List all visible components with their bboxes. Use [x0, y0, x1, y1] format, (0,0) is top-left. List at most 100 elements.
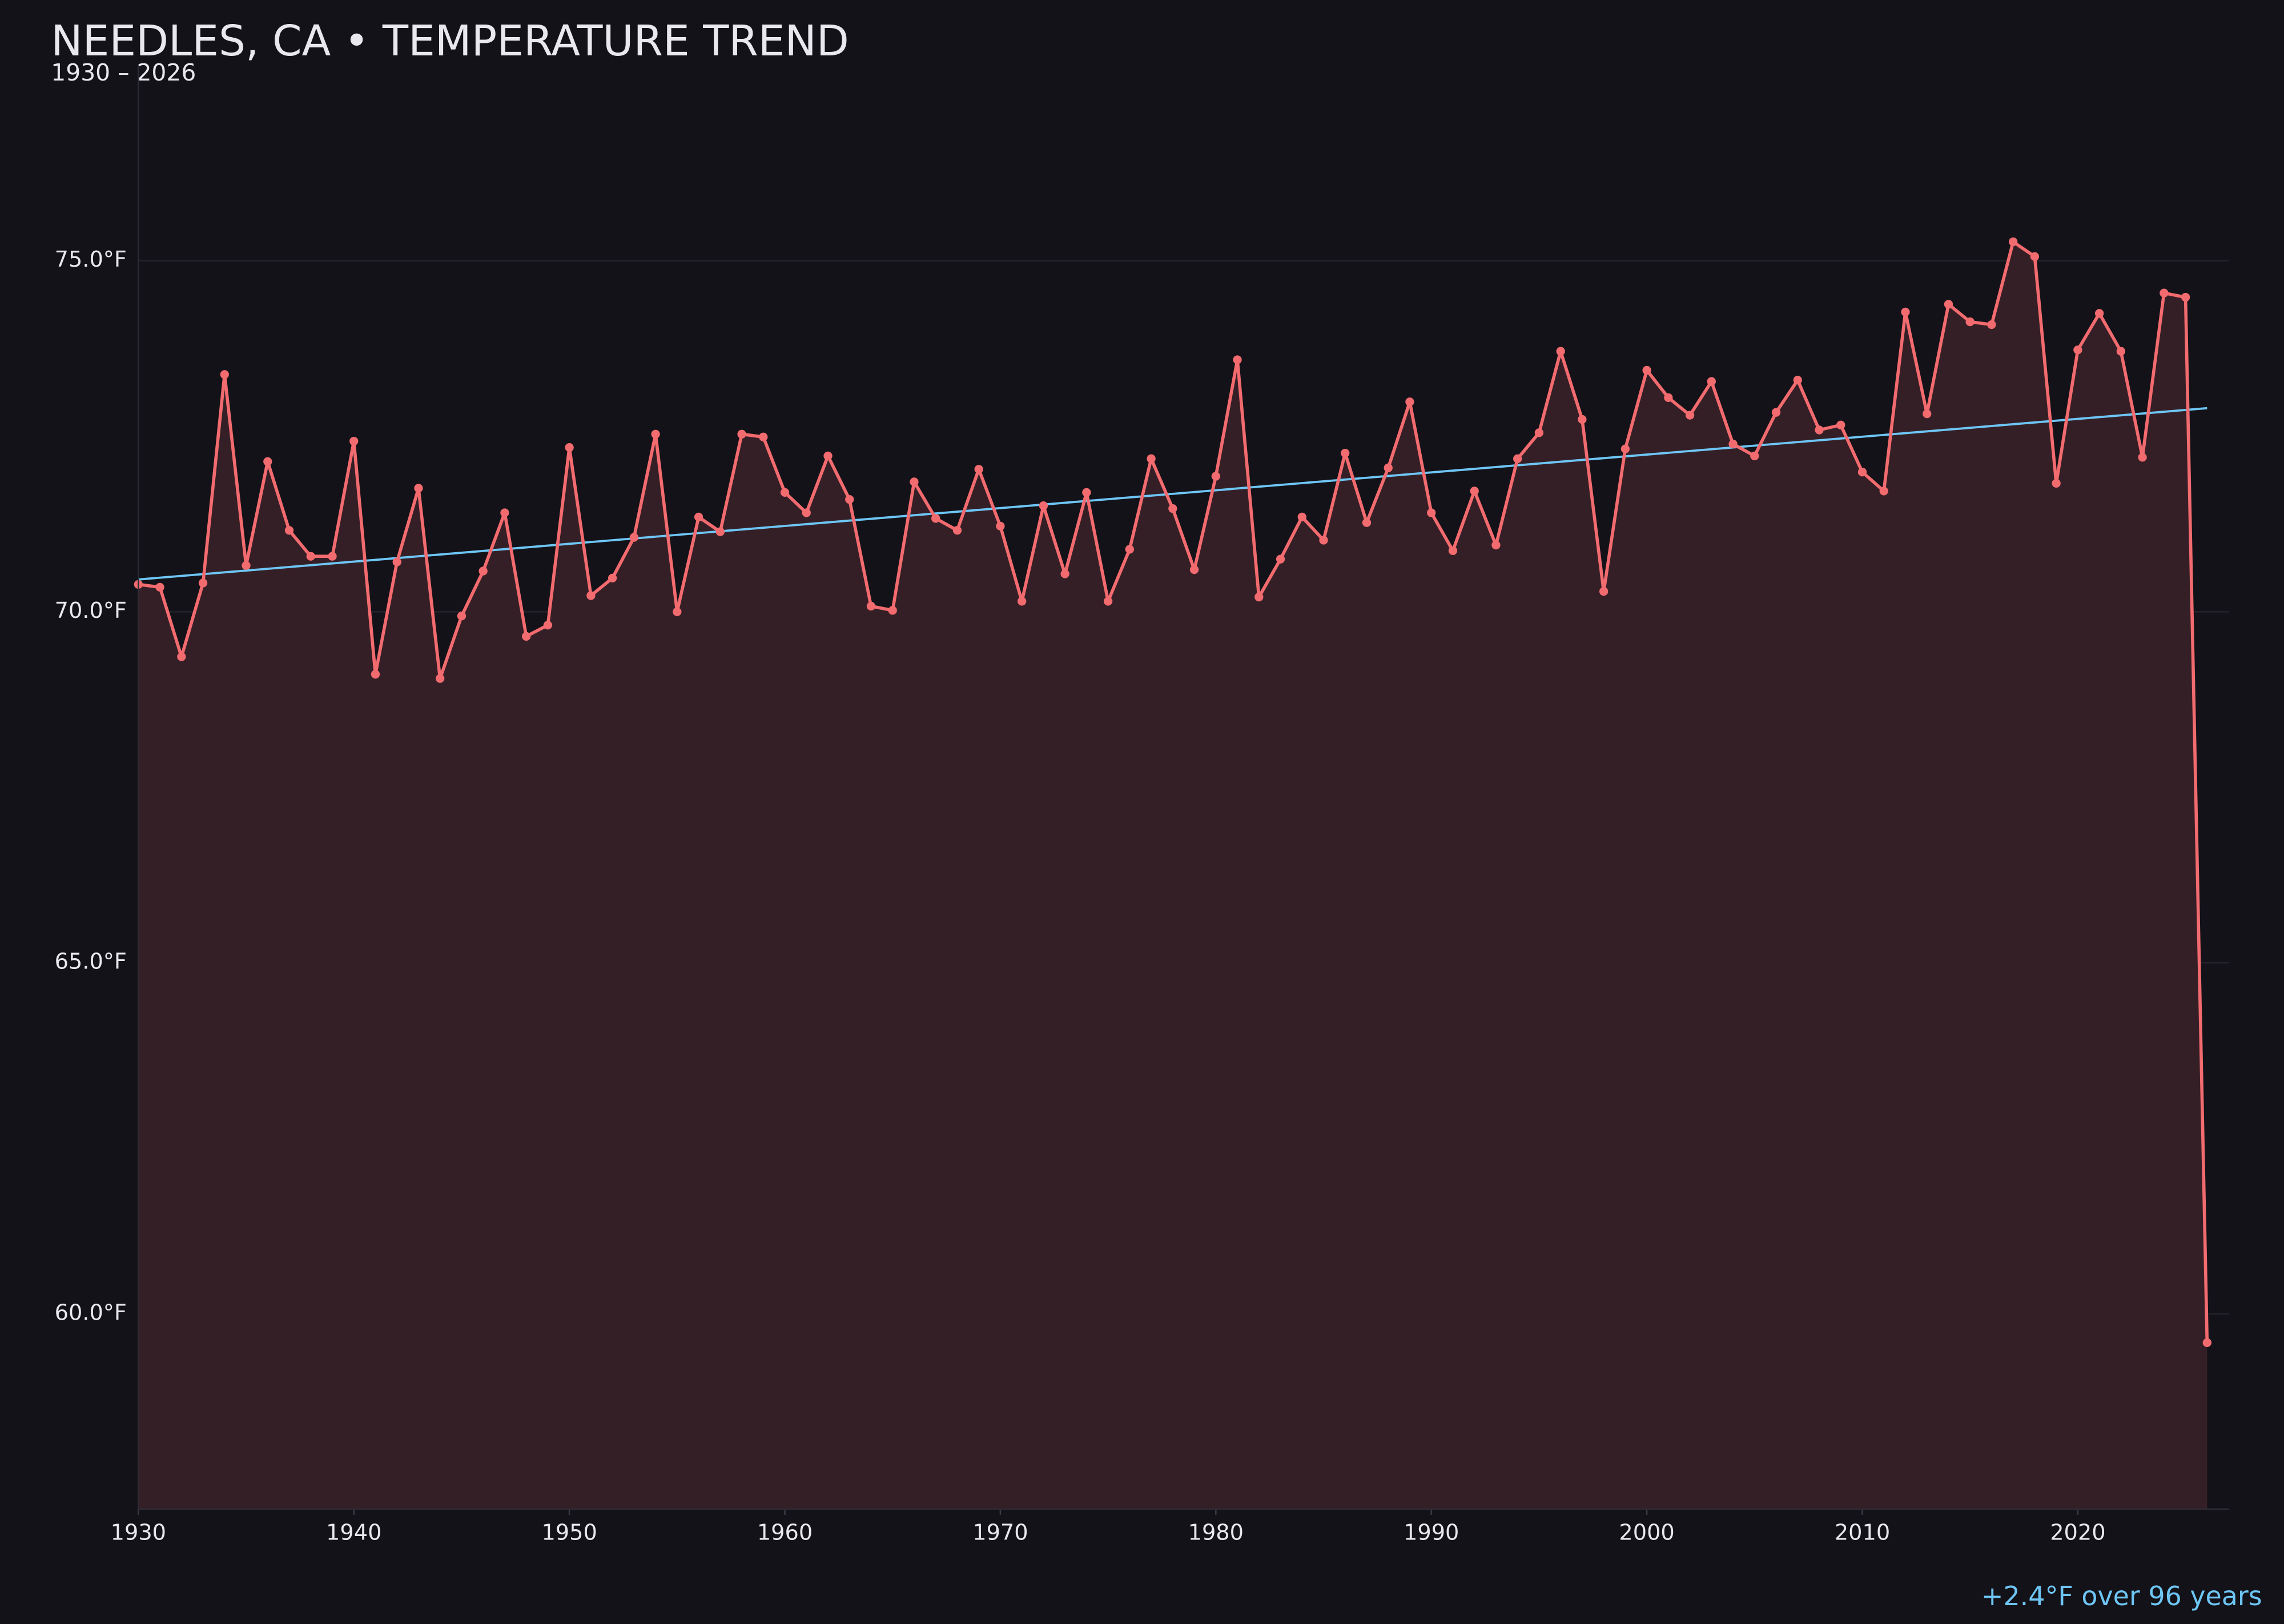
x-tick-label: 2000: [1619, 1520, 1674, 1546]
point: [414, 484, 423, 493]
point: [2202, 1338, 2211, 1347]
point: [780, 488, 790, 497]
point: [1254, 592, 1264, 602]
point: [1664, 393, 1673, 403]
point: [2030, 252, 2040, 261]
point: [1082, 488, 1091, 497]
point: [1965, 317, 1975, 327]
area: [138, 242, 2207, 1509]
y-tick-label: 65.0°F: [55, 949, 127, 975]
point: [1060, 569, 1069, 578]
point: [220, 370, 229, 379]
point: [457, 612, 467, 621]
point: [1857, 468, 1867, 477]
point: [306, 552, 315, 561]
point: [1987, 320, 1996, 329]
point: [1793, 375, 1802, 385]
point: [1341, 448, 1350, 458]
point: [1039, 501, 1048, 510]
point: [1879, 487, 1888, 496]
point: [586, 591, 596, 600]
x-tick-label: 1960: [757, 1520, 813, 1546]
point: [910, 477, 919, 487]
point: [2009, 237, 2018, 247]
trend-line: [138, 407, 2207, 581]
point: [1491, 540, 1501, 550]
point: [2094, 309, 2104, 318]
point: [1901, 307, 1910, 317]
point: [1707, 377, 1716, 386]
point: [198, 578, 208, 588]
point: [2116, 347, 2126, 356]
point: [1189, 565, 1199, 574]
point: [1362, 518, 1372, 527]
point: [2181, 292, 2190, 302]
point: [629, 533, 639, 542]
trend-annotation: +2.4°F over 96 years: [1981, 1581, 2262, 1611]
point: [1513, 454, 1522, 463]
point: [328, 552, 337, 561]
point: [1578, 415, 1587, 424]
point: [651, 429, 660, 439]
point: [802, 508, 811, 517]
point: [565, 443, 574, 452]
point: [155, 582, 164, 592]
chart-title: NEEDLES, CA • TEMPERATURE TREND: [51, 17, 849, 66]
point: [1750, 451, 1759, 461]
point: [694, 512, 703, 522]
point: [177, 652, 186, 661]
point: [2138, 453, 2147, 462]
point: [952, 526, 962, 535]
x-tick-label: 2010: [1835, 1520, 1890, 1546]
point: [1642, 365, 1651, 375]
point: [1620, 444, 1630, 453]
point: [1771, 408, 1781, 417]
point: [1125, 545, 1135, 554]
y-tick-label: 60.0°F: [55, 1300, 127, 1325]
point: [2052, 479, 2061, 488]
point: [1147, 454, 1156, 463]
point: [1944, 300, 1953, 309]
point: [284, 526, 294, 535]
point: [1168, 504, 1177, 513]
point: [478, 566, 488, 576]
point: [392, 557, 401, 566]
point: [1599, 587, 1609, 596]
point: [823, 451, 833, 461]
point: [673, 607, 682, 617]
point: [996, 521, 1005, 531]
point: [371, 670, 380, 679]
point: [522, 632, 531, 641]
x-tick-label: 1940: [326, 1520, 381, 1546]
point: [1685, 411, 1695, 420]
point: [500, 508, 509, 517]
x-tick-label: 2020: [2050, 1520, 2105, 1546]
point: [1319, 536, 1328, 545]
point: [1427, 508, 1436, 517]
point: [1276, 554, 1285, 564]
point: [1297, 512, 1306, 522]
point: [1556, 347, 1565, 356]
point: [759, 432, 768, 441]
point: [974, 465, 983, 474]
y-tick-label: 70.0°F: [55, 598, 127, 624]
point: [1836, 420, 1845, 429]
point: [608, 573, 617, 583]
point: [845, 495, 854, 504]
point: [1384, 463, 1393, 472]
point: [1470, 487, 1479, 496]
point: [866, 601, 876, 611]
point: [1405, 397, 1414, 407]
point: [1728, 439, 1738, 449]
point: [436, 674, 445, 683]
point: [2160, 288, 2169, 298]
point: [1534, 428, 1544, 437]
y-tick-label: 75.0°F: [55, 247, 127, 272]
x-tick-label: 1930: [111, 1520, 166, 1546]
point: [715, 527, 725, 536]
point: [1103, 597, 1113, 606]
point: [349, 436, 359, 446]
point: [263, 457, 272, 466]
